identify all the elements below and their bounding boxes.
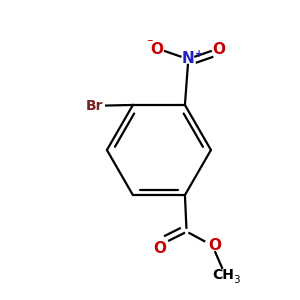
Text: 3: 3 (233, 275, 239, 285)
Text: CH: CH (213, 268, 235, 282)
Text: O: O (153, 241, 166, 256)
Text: Br: Br (85, 99, 103, 113)
Text: O: O (208, 238, 221, 253)
Text: ⁻: ⁻ (146, 37, 153, 50)
Text: O: O (213, 43, 226, 58)
Text: N: N (182, 51, 194, 66)
Text: O: O (150, 43, 163, 58)
Text: +: + (195, 49, 203, 58)
